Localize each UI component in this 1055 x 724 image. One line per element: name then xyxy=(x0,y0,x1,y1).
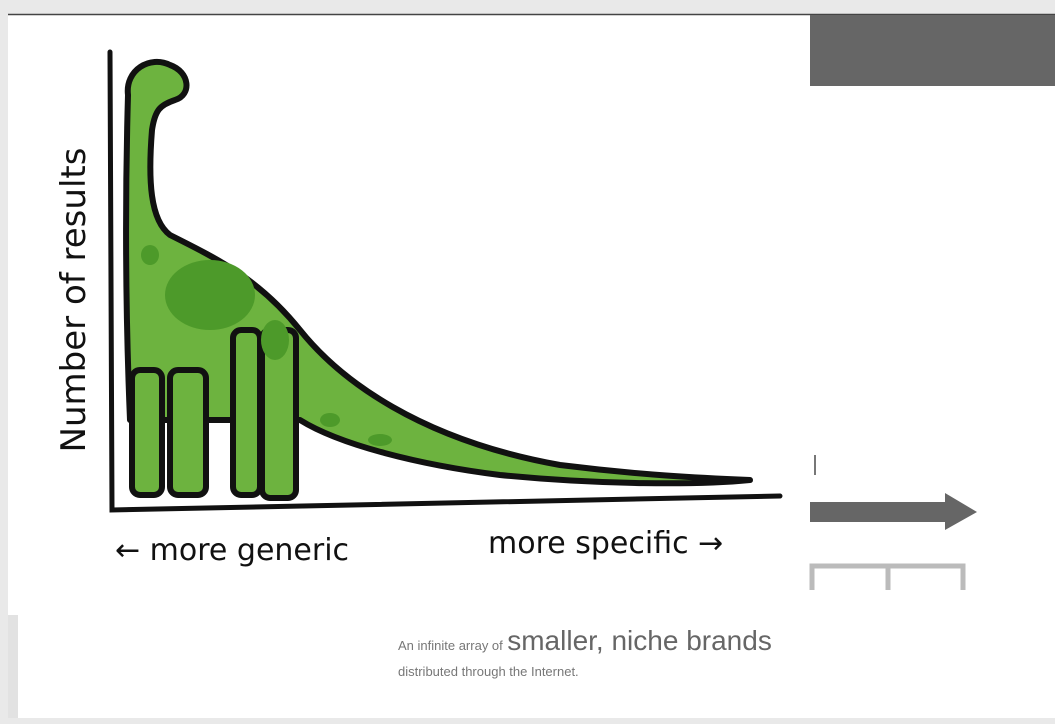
header-block xyxy=(810,15,1055,86)
slide-graphics: Number of results ← more generic more sp… xyxy=(0,0,1055,724)
slide: Number of results ← more generic more sp… xyxy=(0,0,1055,724)
caption-line-2: distributed through the Internet. xyxy=(398,664,579,679)
x-right-label: more specific → xyxy=(488,526,723,561)
caption-lead: An infinite array of xyxy=(398,638,503,653)
y-axis-label: Number of results xyxy=(54,148,94,453)
left-strip xyxy=(8,615,18,718)
caption-emphasis: smaller, niche brands xyxy=(507,625,772,656)
x-left-label: ← more generic xyxy=(115,533,349,568)
caption-line-1: An infinite array of smaller, niche bran… xyxy=(398,625,772,657)
